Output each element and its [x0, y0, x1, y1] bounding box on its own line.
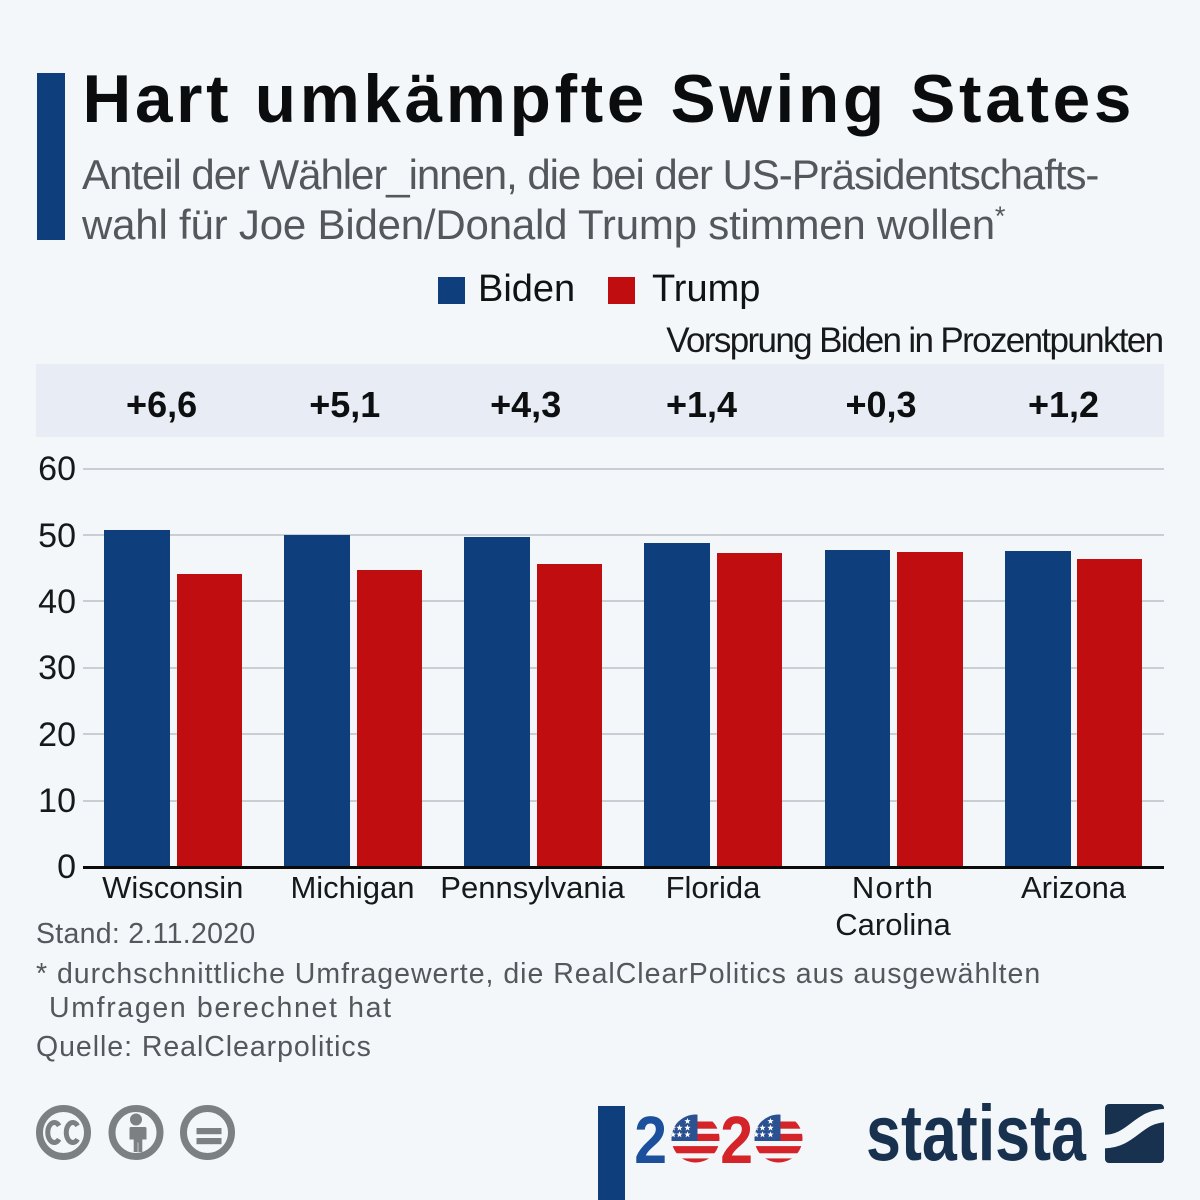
svg-text:2: 2	[720, 1106, 753, 1170]
svg-text:2: 2	[634, 1106, 667, 1170]
svg-text:statista: statista	[866, 1095, 1087, 1175]
